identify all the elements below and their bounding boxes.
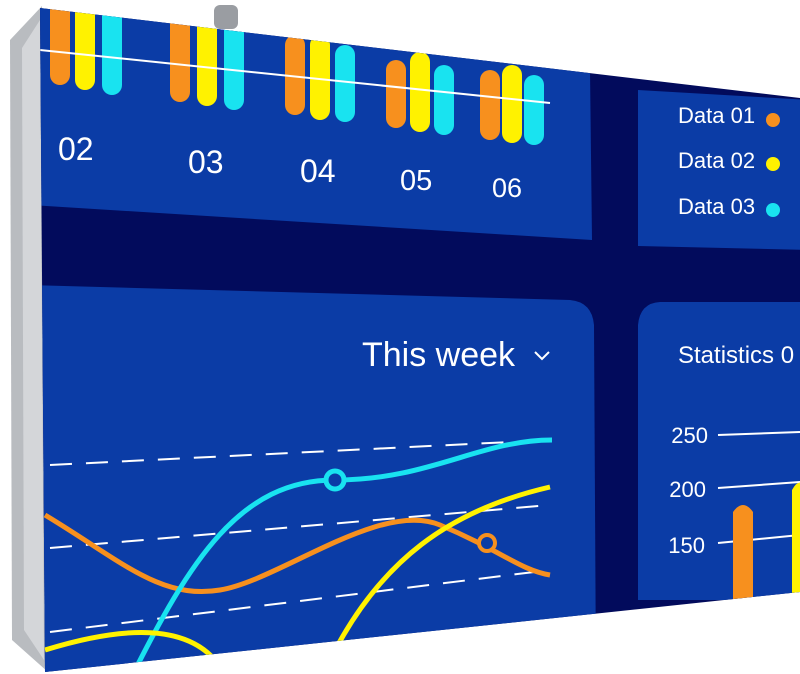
screen: 02 03 04 05 06 Data 01 Data 02 Data 03 T…: [0, 0, 800, 674]
stats-title: Statistics 0: [678, 342, 794, 369]
display-photo: 02 03 04 05 06 Data 01 Data 02 Data 03 T…: [0, 0, 800, 674]
x-label: 04: [300, 153, 336, 189]
stats-bar: [733, 505, 753, 600]
curve-marker: [326, 471, 344, 489]
legend-dot: [766, 203, 780, 217]
legend-label: Data 03: [678, 194, 755, 219]
x-label: 06: [492, 173, 522, 203]
legend-dot: [766, 157, 780, 171]
x-label: 05: [400, 165, 432, 197]
week-title[interactable]: This week: [362, 336, 516, 374]
stats-ticks: 250 200 150: [668, 423, 708, 558]
curve-marker: [479, 535, 495, 551]
y-tick-label: 150: [668, 533, 705, 558]
legend-dot: [766, 113, 780, 127]
hook: [214, 5, 238, 29]
legend-label: Data 01: [678, 103, 755, 128]
y-tick-label: 250: [671, 423, 708, 448]
x-label: 03: [188, 144, 224, 180]
x-label: 02: [58, 131, 94, 167]
legend-label: Data 02: [678, 148, 755, 173]
y-tick-label: 200: [669, 477, 706, 502]
stats-bar: [792, 483, 800, 601]
